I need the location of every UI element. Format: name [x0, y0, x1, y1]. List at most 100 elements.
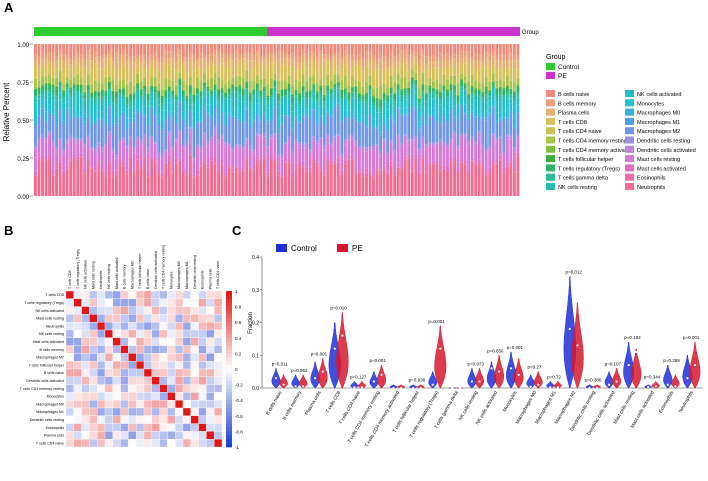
bar-segment [463, 160, 467, 164]
bar-segment [491, 134, 495, 138]
bar-segment [400, 95, 404, 98]
p-value-label: p=0.344 [644, 374, 661, 379]
bar-segment [505, 120, 509, 135]
bar-segment [329, 116, 333, 118]
p-value-label: p=0.72 [547, 374, 561, 379]
legend-label: Neutrophils [637, 185, 665, 191]
heatmap-cell [65, 329, 74, 338]
bar-segment [505, 134, 509, 136]
heatmap-cell [89, 384, 98, 393]
bar-segment [442, 54, 446, 61]
bar-segment [442, 92, 446, 98]
bar-segment [104, 171, 108, 176]
bar-segment [269, 111, 273, 119]
median-dot [282, 383, 285, 386]
bar-segment [86, 85, 90, 91]
bar-segment [516, 113, 520, 135]
heatmap-cell [81, 423, 90, 432]
bar-segment [167, 86, 171, 88]
bar-segment [396, 135, 400, 139]
bar-segment [269, 87, 273, 89]
bar-segment [203, 73, 206, 83]
bar-segment [442, 168, 446, 170]
bar-segment [55, 123, 59, 126]
bar-segment [474, 146, 478, 163]
bar-segment [509, 95, 513, 99]
bar-segment [259, 159, 263, 162]
category-label: T cells CD4 naive [338, 390, 362, 426]
legend-label: B cells memory [558, 101, 596, 107]
bar-segment [132, 106, 136, 113]
bar-segment [44, 156, 48, 160]
bar-segment [516, 110, 520, 113]
bar-segment [498, 101, 502, 113]
category-label: NK cells activated [475, 390, 499, 426]
bar-segment [178, 44, 182, 51]
bar-segment [210, 53, 213, 62]
bar-segment [491, 51, 495, 57]
legend-label: Macrophages M1 [637, 120, 680, 126]
bar-segment [431, 98, 435, 108]
bar-segment [238, 59, 242, 66]
bar-segment [319, 115, 323, 117]
bar-segment [65, 107, 69, 109]
bar-segment [453, 131, 456, 133]
bar-segment [446, 68, 449, 79]
bar-segment [97, 91, 101, 93]
bar-segment [220, 44, 224, 54]
bar-segment [358, 147, 361, 151]
bar-segment [424, 171, 428, 173]
heatmap-col-label: Plasma cells [208, 269, 212, 289]
bar-segment [34, 61, 37, 68]
bar-segment [174, 105, 178, 114]
bar-segment [414, 105, 418, 108]
bar-segment [143, 113, 147, 116]
bar-segment [174, 96, 178, 100]
heatmap-cell [136, 322, 145, 331]
heatmap-cell [81, 439, 90, 448]
bar-segment [97, 118, 101, 120]
bar-segment [248, 128, 252, 146]
bar-segment [386, 94, 390, 96]
bar-segment [238, 84, 242, 86]
bar-segment [336, 52, 340, 60]
bar-segment [37, 115, 41, 117]
bar-segment [361, 71, 365, 86]
bar-segment [259, 90, 263, 91]
median-dot [674, 385, 677, 388]
legend-swatch [625, 155, 634, 163]
bar-segment [516, 92, 520, 95]
bar-segment [463, 114, 467, 134]
bar-segment [439, 122, 442, 125]
bar-segment [51, 76, 55, 78]
bar-segment [51, 68, 55, 77]
bar-segment [498, 136, 502, 138]
bar-segment [76, 159, 80, 162]
bar-segment [48, 131, 51, 133]
bar-segment [484, 117, 488, 119]
bar-segment [442, 146, 446, 166]
heatmap-cell [143, 290, 152, 299]
bar-segment [164, 102, 168, 111]
legend-swatch [546, 136, 555, 144]
bar-segment [322, 145, 326, 147]
bar-segment [400, 114, 404, 116]
heatmap-cell [97, 337, 106, 346]
bar-segment [206, 85, 210, 87]
bar-segment [188, 94, 192, 98]
bar-segment [86, 72, 90, 75]
bar-segment [231, 117, 235, 119]
bar-segment [122, 89, 125, 95]
bar-segment [343, 109, 347, 117]
bar-segment [220, 78, 224, 80]
bar-segment [350, 116, 354, 119]
bar-segment [69, 44, 73, 58]
bar-segment [424, 98, 428, 102]
bar-segment [266, 120, 270, 122]
bar-segment [484, 120, 488, 150]
legend-swatch-pe [546, 72, 555, 79]
bar-segment [368, 89, 372, 92]
bar-segment [393, 174, 397, 176]
bar-segment [512, 69, 516, 82]
bar-segment [65, 89, 69, 93]
